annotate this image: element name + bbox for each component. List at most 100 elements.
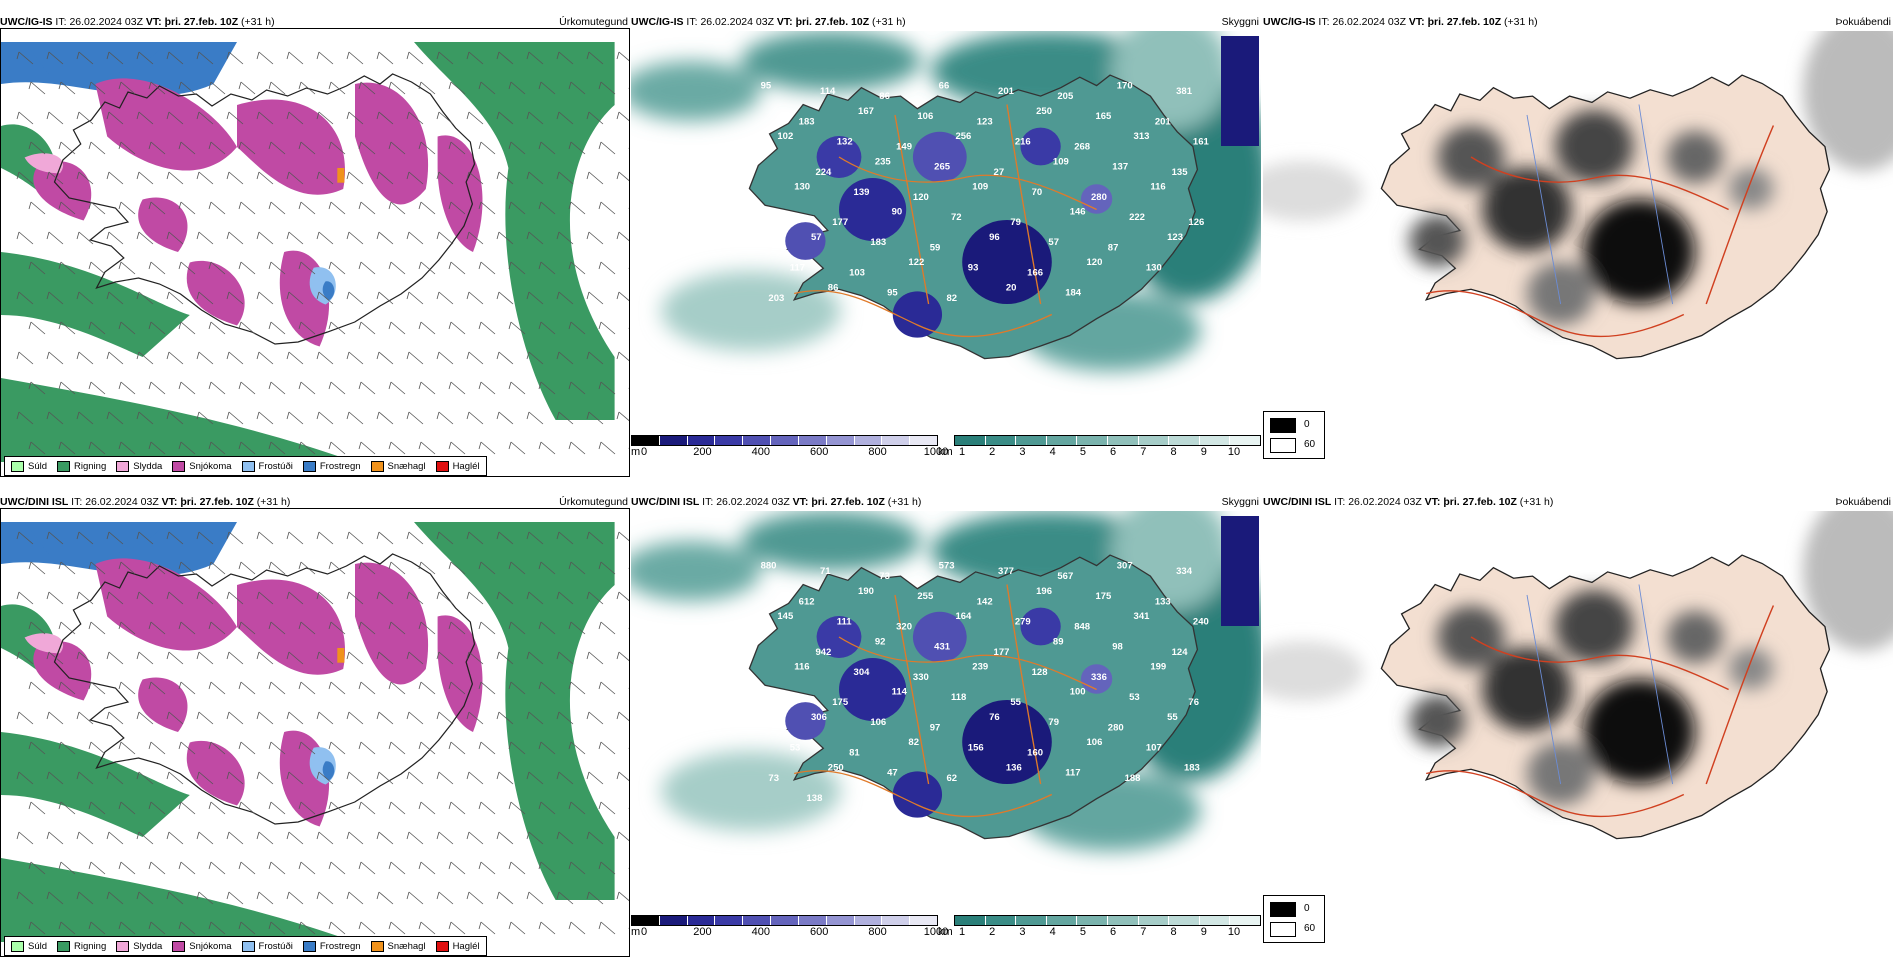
cloud-base-label: 135	[1172, 167, 1188, 177]
cloud-base-label: 255	[917, 591, 933, 601]
map-frame	[0, 28, 630, 477]
it-label: IT:	[71, 496, 83, 508]
cloud-base-label: 334	[1176, 566, 1193, 576]
visibility-tick-label: 8	[1170, 446, 1177, 458]
colorbar-segment	[798, 436, 827, 445]
cloud-base-label: 116	[794, 662, 809, 672]
cloud-base-label: 336	[1091, 672, 1107, 682]
cloud-base-label: 96	[989, 232, 1000, 242]
cloud-base-label: 205	[1057, 92, 1073, 102]
iceland-coastline	[53, 553, 476, 825]
vt-label: VT:	[161, 496, 178, 508]
it-label: IT:	[702, 496, 714, 508]
cloud-base-label: 123	[1167, 232, 1183, 242]
cloud-base-label: 53	[790, 743, 801, 753]
cloud-base-label: 199	[1150, 662, 1166, 672]
visibility-tick-label: 1	[958, 446, 966, 458]
colorbar-segment	[910, 436, 937, 445]
height-tick-label: 200	[693, 446, 712, 458]
fog-swatch-60	[1270, 922, 1296, 937]
cloud-base-label: 149	[896, 142, 912, 152]
cloud-base-label: 87	[1108, 243, 1119, 253]
cloud-base-label: 117	[1065, 768, 1080, 778]
cloud-base-label: 82	[908, 737, 919, 747]
cloud-base-label: 111	[837, 617, 852, 627]
cloud-base-label: 184	[1065, 288, 1082, 298]
panel-header: UWC/DINI ISL IT: 26.02.2024 03Z VT: þri.…	[0, 494, 630, 510]
fog-label-60: 60	[1304, 439, 1316, 450]
fog-panel-row2: UWC/DINI ISL IT: 26.02.2024 03Z VT: þri.…	[1263, 494, 1893, 964]
iceland-coastline	[748, 74, 1199, 360]
cloud-base-label: 133	[1155, 597, 1171, 607]
height-tick-label: 400	[751, 446, 770, 458]
fog-legend: 0 60	[1263, 411, 1325, 459]
cloud-base-label: 132	[837, 137, 853, 147]
height-unit: m	[631, 446, 641, 458]
cloud-base-label: 142	[977, 597, 993, 607]
fog-label-0: 0	[1304, 419, 1310, 430]
fog-swatch-0	[1270, 902, 1296, 917]
cloud-base-label: 86	[828, 283, 839, 293]
cloud-map: 95 114 86 66 201 205 170 381 183 167 106 123 250 165 2…	[631, 31, 1261, 426]
legend-item: Frostregn	[302, 460, 361, 472]
cloud-base-label: 107	[1146, 743, 1162, 753]
cloud-base-label: 320	[896, 622, 912, 632]
legend-label: Súld	[28, 940, 48, 952]
lead-time: (+31 h)	[256, 496, 291, 508]
cloud-base-label: 123	[977, 117, 993, 127]
cloud-map-canvas: 95 114 86 66 201 205 170 381 183 167 106 123 250 165 2…	[631, 31, 1261, 426]
legend-label: Frostregn	[319, 460, 361, 472]
cloud-base-label: 116	[1150, 182, 1165, 192]
colorbar-segment	[743, 916, 772, 925]
cloud-base-label: 224	[815, 167, 832, 177]
lead-time: (+31 h)	[1519, 496, 1554, 508]
cloud-base-label: 307	[1117, 561, 1133, 571]
cloud-base-label: 82	[947, 293, 958, 303]
fog-swatch-0	[1270, 418, 1296, 433]
vt-value: þri. 27.feb. 10Z	[180, 496, 254, 508]
visibility-tick-label: 4	[1049, 926, 1056, 938]
colorbar-segment	[771, 436, 799, 445]
cloud-base-label: 164	[955, 611, 972, 621]
vt-value: þri. 27.feb. 10Z	[795, 16, 870, 28]
cloud-base-label: 73	[768, 773, 779, 783]
cloud-base-label: 313	[1134, 131, 1150, 141]
cloud-base-label: 137	[1112, 162, 1128, 172]
cloud-base-label: 161	[1193, 137, 1209, 147]
colorbar-segment	[632, 436, 660, 445]
legend-item: Snjókoma	[172, 460, 232, 472]
cloud-base-label: 92	[875, 637, 886, 647]
it-value: 26.02.2024 03Z	[1332, 16, 1406, 28]
cloud-base-label: 76	[1188, 698, 1199, 708]
cloud-base-label: 222	[1129, 212, 1145, 222]
cloud-panel-row2: UWC/DINI ISL IT: 26.02.2024 03Z VT: þri.…	[631, 494, 1261, 964]
legend-label: Snjókoma	[189, 460, 232, 472]
visibility-tick-label: 10	[1227, 926, 1241, 938]
cloud-base-label: 280	[1108, 723, 1124, 733]
cloud-base-label: 95	[761, 81, 772, 91]
visibility-tick-label: 8	[1170, 926, 1177, 938]
cloud-base-label: 185	[773, 692, 789, 702]
cloud-base-label: 880	[761, 561, 777, 571]
cloud-base-label: 341	[1134, 611, 1150, 621]
iceland-coastline	[748, 554, 1199, 840]
cloud-base-label: 280	[1091, 192, 1107, 202]
cloud-base-label: 183	[799, 117, 815, 127]
cloud-base-label: 55	[1010, 698, 1021, 708]
colorbar-segment	[1230, 436, 1260, 445]
panel-header: UWC/IG-IS IT: 26.02.2024 03Z VT: þri. 27…	[631, 14, 1261, 30]
lead-time: (+31 h)	[872, 16, 906, 28]
cloud-base-label: 235	[875, 157, 891, 167]
fog-legend: 0 60	[1263, 895, 1325, 943]
colorbar-segment	[882, 436, 911, 445]
visibility-tick-label: 1	[958, 926, 966, 938]
it-value: 26.02.2024 03Z	[716, 496, 790, 508]
precip-map	[1, 32, 629, 462]
visibility-tick-label: 3	[1019, 926, 1026, 938]
visibility-tick-label: 5	[1079, 926, 1086, 938]
cloud-base-label: 170	[1117, 81, 1133, 91]
colorbar-segment	[985, 916, 1017, 925]
height-tick-label: 1000	[923, 446, 949, 458]
cloud-base-label: 114	[820, 86, 836, 96]
cloud-base-label: 100	[1070, 687, 1086, 697]
